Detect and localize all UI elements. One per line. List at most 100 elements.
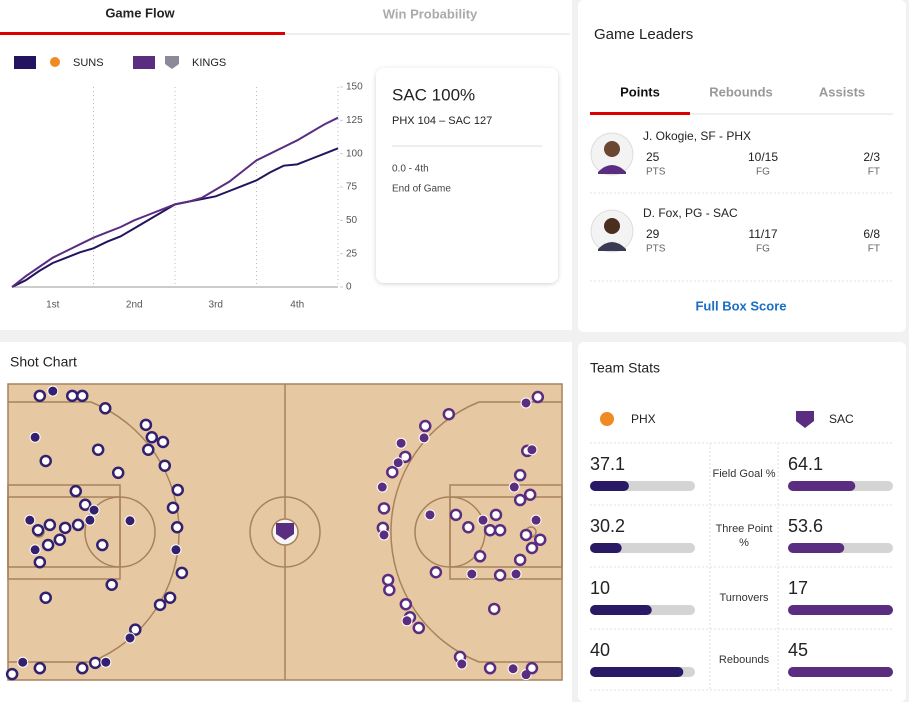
shot-missed <box>88 656 102 670</box>
shot-made <box>100 656 112 668</box>
shot-missed <box>65 389 79 403</box>
shot-missed <box>78 498 92 512</box>
shot-missed <box>145 431 159 444</box>
player-name[interactable]: D. Fox <box>643 206 678 220</box>
bar <box>788 481 856 491</box>
shot-made <box>84 514 96 526</box>
shot-missed <box>71 518 85 532</box>
legend-label: KINGS <box>192 57 226 69</box>
shot-missed <box>39 454 52 468</box>
shot-missed <box>493 523 507 537</box>
shot-missed <box>171 483 184 497</box>
tab-indicator <box>590 112 690 115</box>
player-detail: PG - SAC <box>685 206 738 220</box>
shot-missed <box>91 443 105 456</box>
shot-made <box>170 544 182 556</box>
tab[interactable]: Win Probability <box>383 6 478 21</box>
shot-missed <box>429 566 443 579</box>
shot-missed <box>111 466 125 480</box>
stat-value: 6/8 <box>863 227 880 241</box>
stat-value: 40 <box>590 640 610 660</box>
summary-card <box>376 68 558 283</box>
clock: 0.0 - 4th <box>392 164 429 175</box>
y-tick-label: 150 <box>346 82 363 93</box>
stat-label: FG <box>756 244 770 255</box>
score-line <box>11 116 339 288</box>
leader-tab[interactable]: Points <box>620 84 660 99</box>
shot-missed <box>142 443 155 456</box>
shot-missed <box>175 566 189 580</box>
stat-label: PTS <box>646 244 666 255</box>
tab[interactable]: Game Flow <box>105 5 175 20</box>
player-detail: SF - PHX <box>700 129 751 143</box>
legend-label: SUNS <box>73 57 104 69</box>
stat-label: FT <box>868 244 880 255</box>
shot-missed <box>5 667 19 681</box>
leader-name: J. Okogie, SF - PHX <box>643 129 751 143</box>
shot-missed <box>33 661 47 675</box>
stat-value: 53.6 <box>788 516 823 536</box>
team-name: PHX <box>631 412 656 426</box>
player-name[interactable]: J. Okogie <box>643 129 694 143</box>
shot-missed <box>76 661 89 675</box>
shot-missed <box>156 435 170 449</box>
section-title: Game Leaders <box>594 26 693 43</box>
box-score-link[interactable]: Full Box Score <box>695 298 786 313</box>
shot-missed <box>519 528 533 542</box>
y-tick-label: 50 <box>346 215 358 226</box>
stat-value: 29 <box>646 227 660 241</box>
leader-tab[interactable]: Rebounds <box>709 84 773 99</box>
stat-value: 10/15 <box>748 150 778 164</box>
shot-missed <box>533 533 547 546</box>
status: End of Game <box>392 184 451 195</box>
shot-missed <box>483 523 497 537</box>
shot-missed <box>33 555 47 569</box>
stat-value: 11/17 <box>748 227 777 241</box>
y-tick-label: 100 <box>346 148 363 159</box>
bar <box>788 667 893 677</box>
stat-label: FT <box>868 167 880 178</box>
stat-value: 37.1 <box>590 454 625 474</box>
leader-tab[interactable]: Assists <box>819 84 865 99</box>
shot-made <box>29 544 41 556</box>
stat-label: Field Goal % <box>712 468 776 480</box>
shot-missed <box>531 390 545 404</box>
shot-made <box>418 432 430 444</box>
shot-made <box>507 663 519 675</box>
shot-missed <box>412 621 426 635</box>
stat-label: FG <box>756 167 770 178</box>
x-tick-label: 4th <box>290 300 304 311</box>
shot-missed <box>163 591 177 604</box>
kings-logo <box>165 56 179 69</box>
shot-made <box>456 658 468 670</box>
bar <box>788 605 893 615</box>
bar <box>590 481 629 491</box>
shot-made <box>526 444 538 456</box>
stat-value: 17 <box>788 578 808 598</box>
tab-indicator <box>0 32 285 35</box>
shot-missed <box>69 484 83 498</box>
shot-made <box>88 504 100 516</box>
shot-missed <box>76 389 89 403</box>
leaders-panel <box>578 0 906 332</box>
leader-name: D. Fox, PG - SAC <box>643 206 738 220</box>
stat-label: Turnovers <box>719 592 769 604</box>
shot-made <box>29 431 41 443</box>
shot-missed <box>98 402 112 415</box>
x-tick-label: 2nd <box>126 300 143 311</box>
shot-missed <box>523 488 537 501</box>
shot-made <box>47 385 59 397</box>
stat-value: 2/3 <box>863 150 880 164</box>
shot-missed <box>483 661 497 675</box>
kings-logo <box>796 411 814 428</box>
shot-made <box>508 481 520 493</box>
shot-made <box>424 509 436 521</box>
suns-logo <box>600 412 614 426</box>
legend-swatch <box>14 56 36 69</box>
shot-missed <box>43 518 57 532</box>
section-title: Shot Chart <box>10 354 77 370</box>
shot-missed <box>41 538 55 552</box>
shots <box>5 385 547 681</box>
